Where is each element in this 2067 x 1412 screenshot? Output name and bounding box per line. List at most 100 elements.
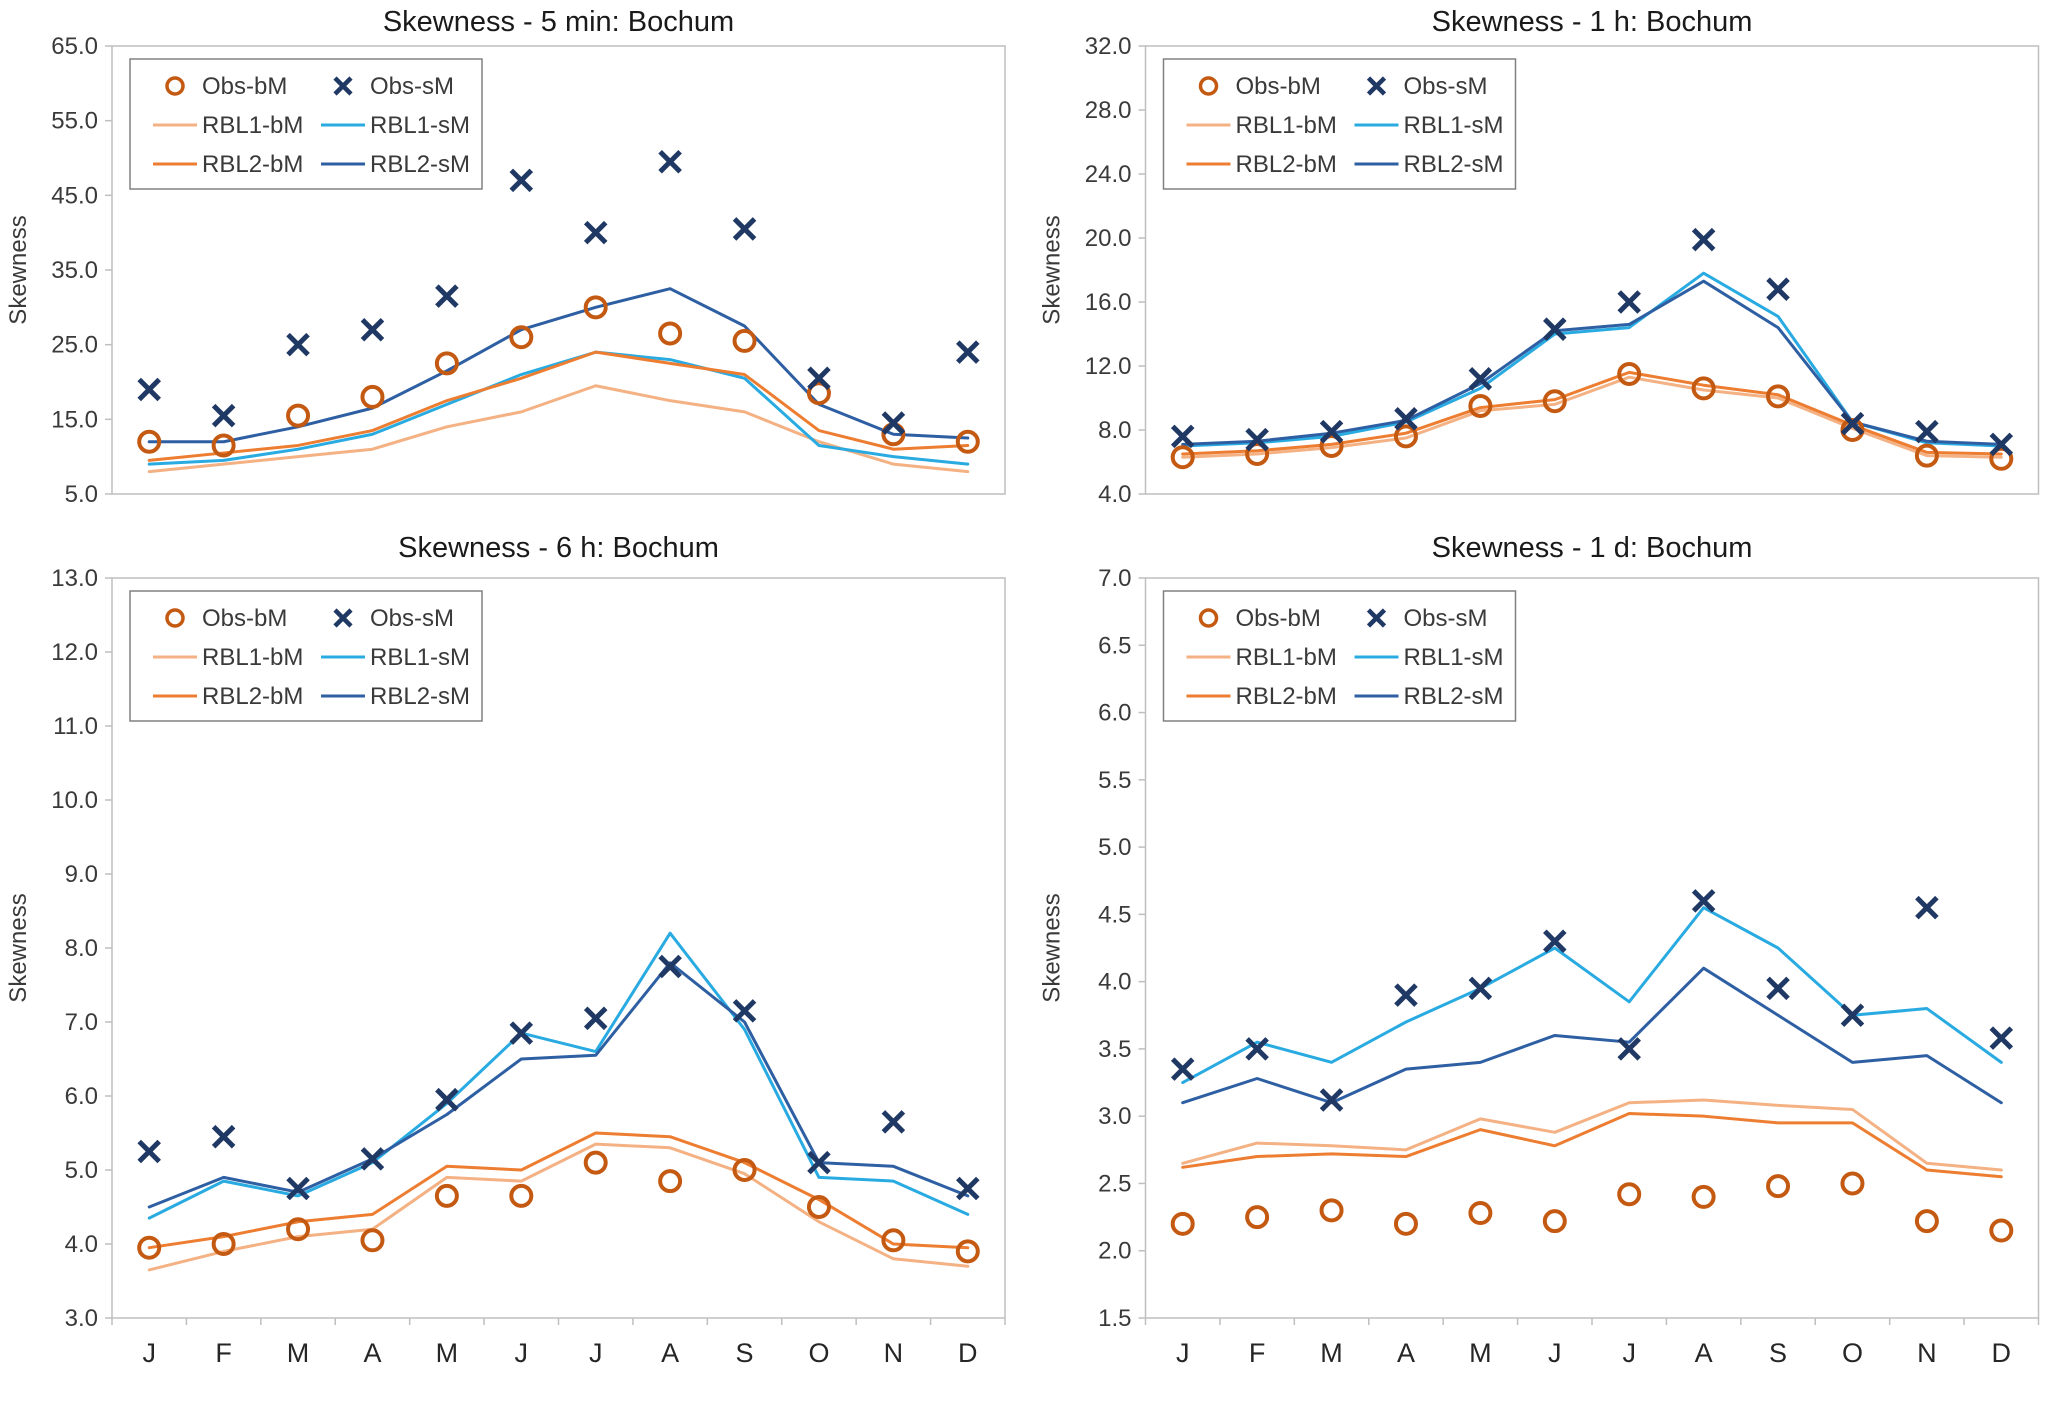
series-markers-obs-sm bbox=[137, 954, 980, 1201]
y-tick-label: 35.0 bbox=[51, 257, 98, 284]
x-tick-label: O bbox=[808, 1338, 829, 1368]
series-line-rbl2-sm bbox=[1181, 279, 2003, 446]
legend-label-rbl2-bm: RBL2-bM bbox=[202, 683, 303, 710]
y-tick-label: 5.0 bbox=[1098, 834, 1131, 861]
chart-svg-1: Skewness - 1 h: Bochum Skewness 4.0 8.0 12.0… bbox=[1039, 6, 2040, 508]
y-tick-label: 7.0 bbox=[65, 1009, 98, 1036]
y-tick-label: 1.5 bbox=[1098, 1305, 1131, 1332]
x-tick-label: J bbox=[142, 1338, 156, 1368]
series-line-rbl2-bm bbox=[147, 350, 970, 462]
legend-swatch-obs-sm bbox=[1366, 76, 1387, 96]
chart-title: Skewness - 1 d: Bochum bbox=[1432, 532, 1753, 564]
y-tick-label: 16.0 bbox=[1085, 289, 1132, 316]
legend-label-obs-sm: Obs-sM bbox=[370, 73, 454, 100]
chart-skewness-1h: Skewness - 1 h: Bochum Skewness 4.0 8.0 12.0… bbox=[1033, 0, 2067, 520]
y-tick-label: 7.0 bbox=[1098, 565, 1131, 592]
y-tick-label: 12.0 bbox=[1085, 353, 1132, 380]
x-tick-label: F bbox=[1249, 1338, 1266, 1368]
series-line-rbl2-bm bbox=[1181, 1111, 2003, 1179]
y-axis-label: Skewness bbox=[1039, 215, 1066, 324]
legend-swatch-obs-bm bbox=[165, 76, 185, 96]
legend-label-rbl1-bm: RBL1-bM bbox=[1236, 644, 1337, 671]
chart-title: Skewness - 1 h: Bochum bbox=[1432, 6, 1753, 38]
series-markers-obs-bm bbox=[1170, 362, 2014, 471]
y-tick-label: 20.0 bbox=[1085, 225, 1132, 252]
legend-label-obs-sm: Obs-sM bbox=[370, 605, 454, 632]
x-tick-label: J bbox=[589, 1338, 603, 1368]
y-axis: 3.0 4.0 5.0 6.0 7.0 8.0 9.0 10.0 11.0 12.0 13.0 bbox=[51, 565, 112, 1332]
x-tick-label: M bbox=[1320, 1338, 1343, 1368]
y-tick-label: 2.5 bbox=[1098, 1170, 1131, 1197]
series-markers-obs-bm bbox=[137, 1150, 980, 1264]
series-line-rbl2-sm bbox=[147, 961, 970, 1209]
x-tick-label: J bbox=[1176, 1338, 1190, 1368]
series-line-rbl1-bm bbox=[1181, 1098, 2003, 1172]
y-tick-label: 6.5 bbox=[1098, 632, 1131, 659]
y-tick-label: 32.0 bbox=[1085, 33, 1132, 60]
plot-border bbox=[1144, 45, 2040, 495]
legend-swatch-obs-bm bbox=[165, 608, 185, 628]
y-tick-label: 6.0 bbox=[65, 1083, 98, 1110]
legend-label-rbl2-sm: RBL2-sM bbox=[370, 151, 470, 178]
series-line-rbl1-sm bbox=[147, 350, 970, 466]
legend-swatch-obs-bm bbox=[1198, 608, 1219, 628]
y-tick-label: 9.0 bbox=[65, 861, 98, 888]
x-tick-label: A bbox=[1397, 1338, 1415, 1368]
y-tick-label: 8.0 bbox=[1098, 417, 1131, 444]
legend-label-rbl1-bm: RBL1-bM bbox=[1236, 112, 1337, 139]
series-line-rbl1-sm bbox=[1181, 271, 2003, 448]
x-tick-label: M bbox=[436, 1338, 459, 1368]
y-axis-label: Skewness bbox=[1039, 893, 1066, 1002]
series-line-rbl2-bm bbox=[147, 1131, 970, 1250]
legend-label-rbl2-bm: RBL2-bM bbox=[1236, 683, 1337, 710]
y-tick-label: 4.5 bbox=[1098, 901, 1131, 928]
series-markers-obs-sm bbox=[1170, 889, 2014, 1112]
y-tick-label: 45.0 bbox=[51, 182, 98, 209]
y-axis: 5.0 15.0 25.0 35.0 45.0 55.0 65.0 bbox=[51, 33, 112, 508]
y-axis: 4.0 8.0 12.0 16.0 20.0 24.0 28.0 32.0 bbox=[1085, 33, 1146, 508]
series-markers-obs-sm bbox=[137, 149, 980, 435]
legend-label-obs-bm: Obs-bM bbox=[1236, 605, 1321, 632]
y-tick-label: 4.0 bbox=[1098, 969, 1131, 996]
y-tick-label: 2.0 bbox=[1098, 1238, 1131, 1265]
y-tick-label: 4.0 bbox=[1098, 481, 1131, 508]
legend-swatch-obs-sm bbox=[333, 76, 353, 96]
y-tick-label: 28.0 bbox=[1085, 97, 1132, 124]
legend-label-rbl2-sm: RBL2-sM bbox=[1404, 151, 1504, 178]
series-line-rbl1-bm bbox=[1181, 375, 2003, 459]
series-line-rbl1-sm bbox=[1181, 906, 2003, 1085]
x-tick-label: A bbox=[661, 1338, 679, 1368]
legend-label-rbl2-bm: RBL2-bM bbox=[202, 151, 303, 178]
x-tick-label: M bbox=[287, 1338, 310, 1368]
chart-skewness-1d: Skewness - 1 d: Bochum Skewness 1.5 2.0 2.5 3… bbox=[1033, 520, 2067, 1412]
y-tick-label: 3.0 bbox=[1098, 1103, 1131, 1130]
legend: Obs-bM Obs-sM RBL1-bM RBL1-sM RBL2-bM RBL2-sM bbox=[1162, 58, 1517, 190]
legend: Obs-bM Obs-sM RBL1-bM RBL1-sM RBL2-bM RBL2-sM bbox=[129, 590, 483, 722]
series-line-rbl2-sm bbox=[1181, 966, 2003, 1105]
y-tick-label: 25.0 bbox=[51, 332, 98, 359]
series-markers-obs-bm bbox=[1170, 1171, 2014, 1243]
legend-label-rbl2-bm: RBL2-bM bbox=[1236, 151, 1337, 178]
y-tick-label: 3.5 bbox=[1098, 1036, 1131, 1063]
series-line-rbl1-bm bbox=[147, 384, 970, 474]
x-tick-label: D bbox=[958, 1338, 978, 1368]
x-tick-label: O bbox=[1842, 1338, 1863, 1368]
x-tick-label: N bbox=[1917, 1338, 1937, 1368]
y-tick-label: 4.0 bbox=[65, 1231, 98, 1258]
legend-label-rbl1-sm: RBL1-sM bbox=[370, 644, 470, 671]
chart-skewness-6h: Skewness - 6 h: Bochum Skewness 3.0 4.0 5.0 6… bbox=[0, 520, 1033, 1412]
x-tick-label: J bbox=[1548, 1338, 1562, 1368]
y-tick-label: 5.0 bbox=[65, 1157, 98, 1184]
y-tick-label: 13.0 bbox=[51, 565, 98, 592]
series-line-rbl2-bm bbox=[1181, 370, 2003, 456]
legend-label-rbl2-sm: RBL2-sM bbox=[1404, 683, 1504, 710]
chart-svg-2: Skewness - 6 h: Bochum Skewness 3.0 4.0 5.0 6… bbox=[5, 532, 1006, 1368]
chart-svg-3: Skewness - 1 d: Bochum Skewness 1.5 2.0 2.5 3… bbox=[1039, 532, 2040, 1368]
y-tick-label: 65.0 bbox=[51, 33, 98, 60]
chart-skewness-5min: Skewness - 5 min: Bochum Skewness 5.0 15.0 2… bbox=[0, 0, 1033, 520]
chart-title: Skewness - 5 min: Bochum bbox=[383, 6, 734, 38]
y-tick-label: 8.0 bbox=[65, 935, 98, 962]
